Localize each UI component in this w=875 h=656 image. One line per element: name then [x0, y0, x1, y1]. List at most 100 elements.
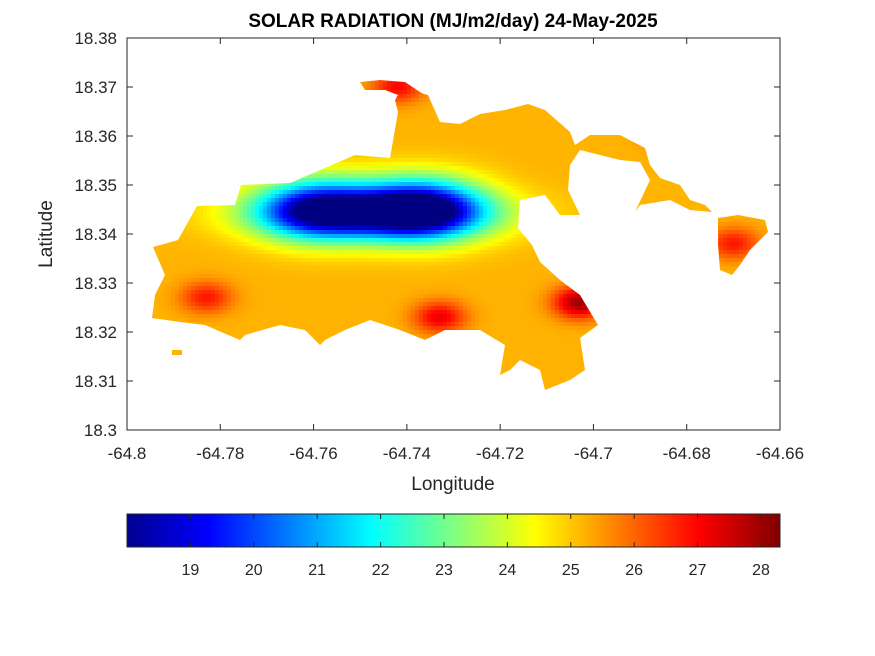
heatmap-cell — [407, 154, 411, 158]
heatmap-cell — [407, 142, 411, 146]
heatmap-cell — [419, 102, 423, 106]
heatmap-cell — [435, 138, 439, 142]
heatmap-cell — [527, 154, 531, 158]
heatmap-cell — [639, 154, 643, 158]
heatmap-cell — [567, 150, 571, 154]
heatmap-cell — [503, 146, 507, 150]
heatmap-cell — [531, 146, 535, 150]
heatmap-cell — [419, 150, 423, 154]
heatmap-cell — [467, 142, 471, 146]
heatmap-cell — [467, 118, 471, 122]
heatmap-cell — [371, 80, 375, 82]
heatmap-cell — [631, 154, 635, 158]
heatmap-cell — [607, 146, 611, 150]
heatmap-cell — [419, 158, 423, 162]
heatmap-cell — [451, 142, 455, 146]
heatmap-cell — [487, 146, 491, 150]
heatmap-cell — [403, 122, 407, 126]
heatmap-cell — [347, 158, 351, 162]
heatmap-cell — [531, 126, 535, 130]
heatmap-cell — [531, 130, 535, 134]
heatmap-cell — [495, 154, 499, 158]
heatmap-cell — [603, 154, 607, 158]
heatmap-cell — [547, 142, 551, 146]
heatmap-cell — [411, 90, 415, 94]
heatmap-cell — [535, 130, 539, 134]
heatmap-cell — [527, 126, 531, 130]
heatmap-cell — [463, 126, 467, 130]
heatmap-cell — [467, 150, 471, 154]
heatmap-cell — [555, 142, 559, 146]
heatmap-cell — [411, 98, 415, 102]
heatmap-cell — [399, 126, 403, 130]
heatmap-cell — [375, 158, 379, 162]
heatmap-cell — [611, 138, 615, 142]
heatmap-cell — [399, 118, 403, 122]
heatmap-cell — [399, 102, 403, 106]
heatmap-cell — [423, 102, 427, 106]
heatmap-cell — [491, 146, 495, 150]
heatmap-cell — [403, 110, 407, 114]
heatmap-cell — [391, 154, 395, 158]
heatmap-cell — [539, 134, 543, 138]
heatmap-cell — [523, 126, 527, 130]
heatmap-cell — [495, 134, 499, 138]
heatmap-cell — [399, 146, 403, 150]
heatmap-cell — [511, 134, 515, 138]
heatmap-cell — [507, 110, 511, 114]
heatmap-cell — [423, 94, 427, 98]
heatmap-cell — [531, 138, 535, 142]
heatmap-cell — [427, 98, 431, 102]
heatmap-cell — [479, 154, 483, 158]
heatmap-cell — [399, 138, 403, 142]
heatmap-cell — [379, 80, 383, 82]
heatmap-cell — [423, 122, 427, 126]
heatmap-cell — [375, 80, 379, 82]
heatmap-cell — [399, 106, 403, 110]
heatmap-cell — [495, 142, 499, 146]
heatmap-cell — [511, 142, 515, 146]
heatmap-cell — [439, 122, 443, 126]
heatmap-cell — [471, 130, 475, 134]
heatmap-cell — [535, 106, 539, 110]
heatmap-cell — [411, 142, 415, 146]
heatmap-cell — [483, 126, 487, 130]
heatmap-cell — [507, 146, 511, 150]
heatmap-cell — [475, 114, 479, 118]
heatmap-cell — [591, 146, 595, 150]
heatmap-cell — [427, 122, 431, 126]
heatmap-cell — [403, 82, 407, 86]
heatmap-cell — [555, 134, 559, 138]
heatmap-cell — [567, 146, 571, 150]
heatmap-cell — [527, 142, 531, 146]
heatmap-cell — [559, 154, 563, 158]
heatmap-cell — [395, 150, 399, 154]
heatmap-cell — [467, 134, 471, 138]
heatmap-cell — [607, 154, 611, 158]
heatmap-cell — [407, 106, 411, 110]
heatmap-cell — [515, 122, 519, 126]
heatmap-cell — [415, 158, 419, 162]
heatmap-cell — [475, 150, 479, 154]
heatmap-cell — [395, 154, 399, 158]
heatmap-cell — [395, 118, 399, 122]
heatmap-cell — [575, 150, 579, 154]
heatmap-cell — [427, 126, 431, 130]
heatmap-cell — [343, 158, 347, 162]
heatmap-cell — [539, 154, 543, 158]
heatmap-cell — [515, 114, 519, 118]
heatmap-cell — [575, 142, 579, 146]
heatmap-cell — [419, 98, 423, 102]
heatmap-cell — [535, 146, 539, 150]
heatmap-cell — [591, 142, 595, 146]
chart-title: SOLAR RADIATION (MJ/m2/day) 24-May-2025 — [248, 11, 658, 32]
heatmap-cell — [555, 122, 559, 126]
heatmap-cell — [519, 130, 523, 134]
heatmap-cell — [483, 150, 487, 154]
heatmap-cell — [431, 130, 435, 134]
heatmap-cell — [399, 142, 403, 146]
heatmap-cell — [471, 134, 475, 138]
heatmap-cell — [423, 154, 427, 158]
heatmap-cell — [487, 150, 491, 154]
heatmap-cell — [631, 150, 635, 154]
